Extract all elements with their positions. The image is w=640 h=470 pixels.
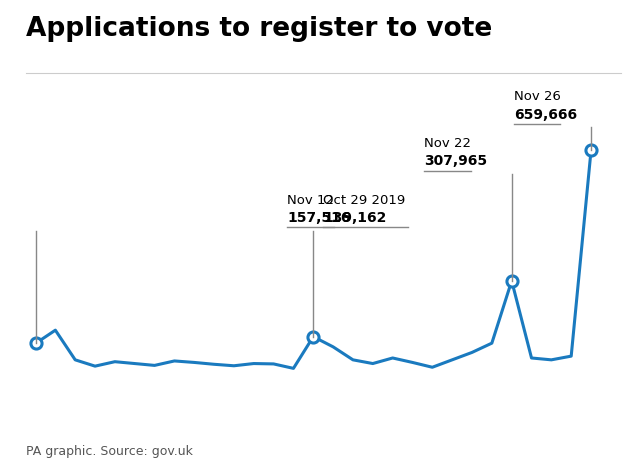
- Text: PA graphic. Source: gov.uk: PA graphic. Source: gov.uk: [26, 445, 193, 458]
- Text: 307,965: 307,965: [424, 154, 488, 168]
- Text: 157,516: 157,516: [287, 211, 351, 225]
- Text: Applications to register to vote: Applications to register to vote: [26, 16, 492, 42]
- Text: Nov 12: Nov 12: [287, 194, 335, 207]
- Text: Nov 26: Nov 26: [514, 90, 561, 103]
- Text: 139,162: 139,162: [323, 211, 387, 225]
- Text: Nov 22: Nov 22: [424, 137, 472, 150]
- Text: Oct 29 2019: Oct 29 2019: [323, 194, 406, 207]
- Text: 659,666: 659,666: [514, 108, 577, 122]
